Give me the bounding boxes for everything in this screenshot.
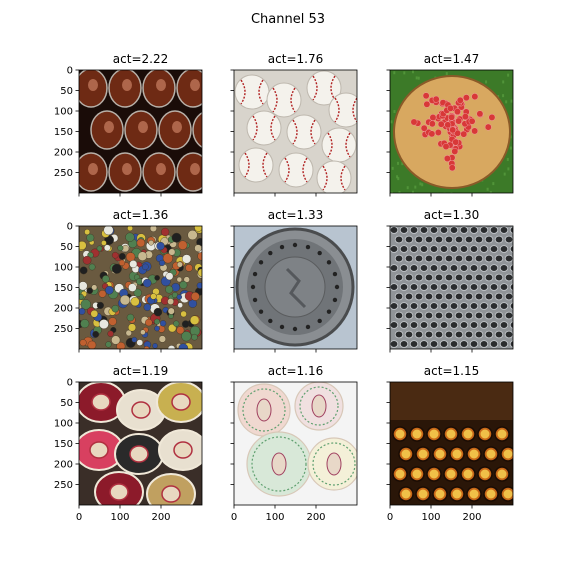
figure-title: Channel 53 <box>251 12 325 27</box>
panel-3: act=1.47 <box>386 52 514 197</box>
x-tick-label: 200 <box>462 512 481 523</box>
y-tick-label: 250 <box>54 324 73 335</box>
y-tick-label: 250 <box>54 480 73 491</box>
panel-title: act=1.16 <box>268 364 323 378</box>
y-tick-label: 0 <box>67 222 73 233</box>
x-tick-label: 200 <box>151 512 170 523</box>
y-tick-label: 150 <box>54 127 73 138</box>
panel-title: act=1.76 <box>268 52 323 66</box>
x-tick-label: 100 <box>110 512 129 523</box>
metal-hexagon-mesh-icon <box>390 226 513 349</box>
y-tick-label: 200 <box>54 304 73 315</box>
x-tick-label: 0 <box>231 512 237 523</box>
panel-title: act=1.47 <box>424 52 479 66</box>
x-tick-label: 0 <box>387 512 393 523</box>
x-tick-label: 100 <box>265 512 284 523</box>
panel-title: act=2.22 <box>113 52 168 66</box>
panel-title: act=1.15 <box>424 364 479 378</box>
x-tick-label: 200 <box>306 512 325 523</box>
panel-4: act=1.36 0 50 100 150 200 250 <box>54 208 203 353</box>
y-tick-label: 50 <box>60 398 73 409</box>
y-tick-label: 50 <box>60 242 73 253</box>
y-tick-label: 50 <box>60 86 73 97</box>
bottlecaps-wall-icon <box>79 226 202 349</box>
y-tick-label: 200 <box>54 460 73 471</box>
y-tick-label: 150 <box>54 439 73 450</box>
manhole-cover-icon <box>234 226 357 349</box>
y-tick-label: 150 <box>54 283 73 294</box>
panel-5: act=1.33 <box>230 208 358 353</box>
typewriter-keys-icon <box>390 382 513 505</box>
panel-2: act=1.76 <box>230 52 358 197</box>
panel-8: act=1.16 0 100 200 <box>230 364 358 523</box>
panel-title: act=1.33 <box>268 208 323 222</box>
panel-title: act=1.30 <box>424 208 479 222</box>
panel-9: act=1.15 0 100 200 <box>386 364 514 523</box>
y-tick-label: 100 <box>54 419 73 430</box>
y-tick-label: 0 <box>67 378 73 389</box>
y-tick-label: 200 <box>54 148 73 159</box>
panel-grid: act=2.22 0 50 100 150 200 250 act=1.76 act=1.47 a… <box>54 52 514 523</box>
wine-bottle-bottoms-icon <box>79 70 202 193</box>
y-tick-label: 100 <box>54 263 73 274</box>
panel-6: act=1.30 <box>386 208 514 353</box>
panel-title: act=1.19 <box>113 364 168 378</box>
y-tick-label: 100 <box>54 107 73 118</box>
x-tick-label: 100 <box>421 512 440 523</box>
y-tick-label: 250 <box>54 168 73 179</box>
panel-1: act=2.22 0 50 100 150 200 250 <box>54 52 203 197</box>
embroidered-coasters-icon <box>234 382 357 505</box>
bottlecap-heart-on-wood-icon <box>390 70 513 193</box>
sombreros-icon <box>79 382 202 505</box>
baseballs-icon <box>234 70 357 193</box>
panel-7: act=1.19 0 50 100 150 200 250 0 100 200 <box>54 364 203 523</box>
y-tick-label: 0 <box>67 66 73 77</box>
panel-title: act=1.36 <box>113 208 168 222</box>
x-tick-label: 0 <box>76 512 82 523</box>
